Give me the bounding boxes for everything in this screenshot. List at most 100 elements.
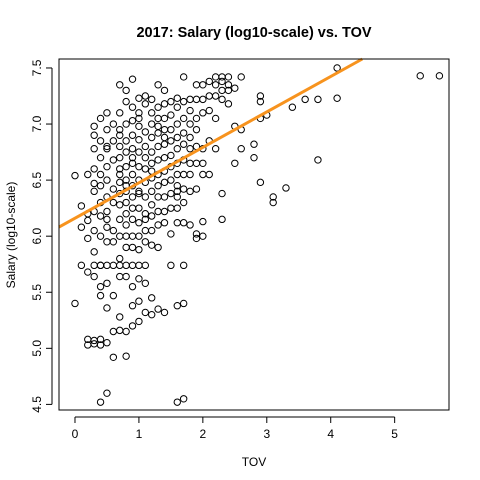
data-point xyxy=(103,162,111,171)
data-point xyxy=(116,125,124,134)
data-point xyxy=(148,201,156,209)
data-point xyxy=(154,305,162,313)
data-point xyxy=(211,114,220,123)
data-point xyxy=(141,153,150,162)
data-point xyxy=(237,73,245,81)
data-point xyxy=(122,176,130,184)
data-point xyxy=(116,81,124,89)
data-point xyxy=(116,153,124,162)
data-point xyxy=(186,106,194,115)
data-point xyxy=(173,219,181,227)
data-point xyxy=(141,308,150,317)
data-point xyxy=(122,352,130,360)
data-point xyxy=(154,129,162,137)
data-point xyxy=(141,165,150,173)
data-point xyxy=(90,261,98,270)
data-point xyxy=(179,185,188,193)
data-points xyxy=(71,64,444,406)
y-axis-label: Salary (log10-scale) xyxy=(4,182,18,289)
data-point xyxy=(135,204,143,212)
x-tick-label: 1 xyxy=(136,427,143,441)
data-point xyxy=(103,142,111,151)
data-point xyxy=(103,145,111,153)
data-point xyxy=(218,77,226,86)
data-point xyxy=(173,170,181,179)
data-point xyxy=(314,95,322,104)
data-point xyxy=(148,109,156,117)
data-point xyxy=(167,261,175,270)
data-point xyxy=(141,100,150,108)
data-point xyxy=(192,95,201,104)
data-point xyxy=(77,202,86,210)
data-point xyxy=(205,92,213,100)
data-point xyxy=(128,170,137,179)
data-point xyxy=(173,302,181,310)
data-point xyxy=(96,398,105,406)
data-point xyxy=(205,170,213,179)
data-point xyxy=(301,95,309,104)
data-point xyxy=(154,81,162,89)
data-point xyxy=(192,114,201,123)
data-point xyxy=(154,142,162,151)
data-point xyxy=(333,94,341,102)
data-point xyxy=(103,389,111,397)
data-point xyxy=(173,103,181,111)
data-point xyxy=(128,153,137,162)
data-point xyxy=(256,178,265,187)
data-point xyxy=(116,131,124,139)
data-point xyxy=(179,261,188,270)
data-point xyxy=(256,97,265,106)
data-point xyxy=(231,84,239,92)
data-point xyxy=(109,137,118,145)
y-axis: 4.5 5.0 5.5 6.0 6.5 7.0 7.5 xyxy=(30,59,53,413)
data-point xyxy=(160,100,169,108)
data-point xyxy=(250,153,258,162)
data-point xyxy=(269,193,277,201)
data-point xyxy=(160,140,169,148)
data-point xyxy=(122,86,130,95)
data-point xyxy=(122,221,130,229)
data-point xyxy=(96,137,105,145)
data-point xyxy=(186,221,194,229)
data-point xyxy=(135,245,143,254)
data-point xyxy=(199,159,207,167)
data-point xyxy=(141,279,150,287)
data-point xyxy=(205,77,213,86)
data-point xyxy=(282,184,290,192)
data-point xyxy=(84,216,92,225)
data-point xyxy=(135,114,143,123)
data-point xyxy=(135,94,143,102)
data-point xyxy=(148,226,156,235)
data-point xyxy=(148,159,156,167)
data-point xyxy=(192,81,201,89)
data-point xyxy=(167,230,175,238)
data-point xyxy=(96,170,105,179)
data-point xyxy=(141,92,150,100)
data-point xyxy=(116,272,124,281)
data-point xyxy=(116,313,124,321)
data-point xyxy=(135,109,143,117)
data-point xyxy=(96,291,105,300)
data-point xyxy=(128,145,137,153)
data-point xyxy=(128,159,137,167)
data-point xyxy=(116,261,124,270)
data-point xyxy=(84,268,92,276)
data-point xyxy=(173,133,181,142)
y-tick-label: 7.0 xyxy=(30,115,44,132)
data-point xyxy=(154,221,162,229)
data-point xyxy=(103,304,111,312)
data-point xyxy=(224,81,233,89)
data-point xyxy=(179,97,188,106)
y-tick-label: 5.0 xyxy=(30,340,44,357)
data-point xyxy=(141,142,150,151)
data-point xyxy=(154,114,162,123)
data-point xyxy=(109,327,118,336)
data-point xyxy=(103,339,111,347)
data-point xyxy=(173,145,181,153)
data-point xyxy=(77,223,86,231)
data-point xyxy=(109,238,118,246)
data-point xyxy=(103,109,111,117)
data-point xyxy=(90,226,98,235)
data-point xyxy=(116,201,124,209)
